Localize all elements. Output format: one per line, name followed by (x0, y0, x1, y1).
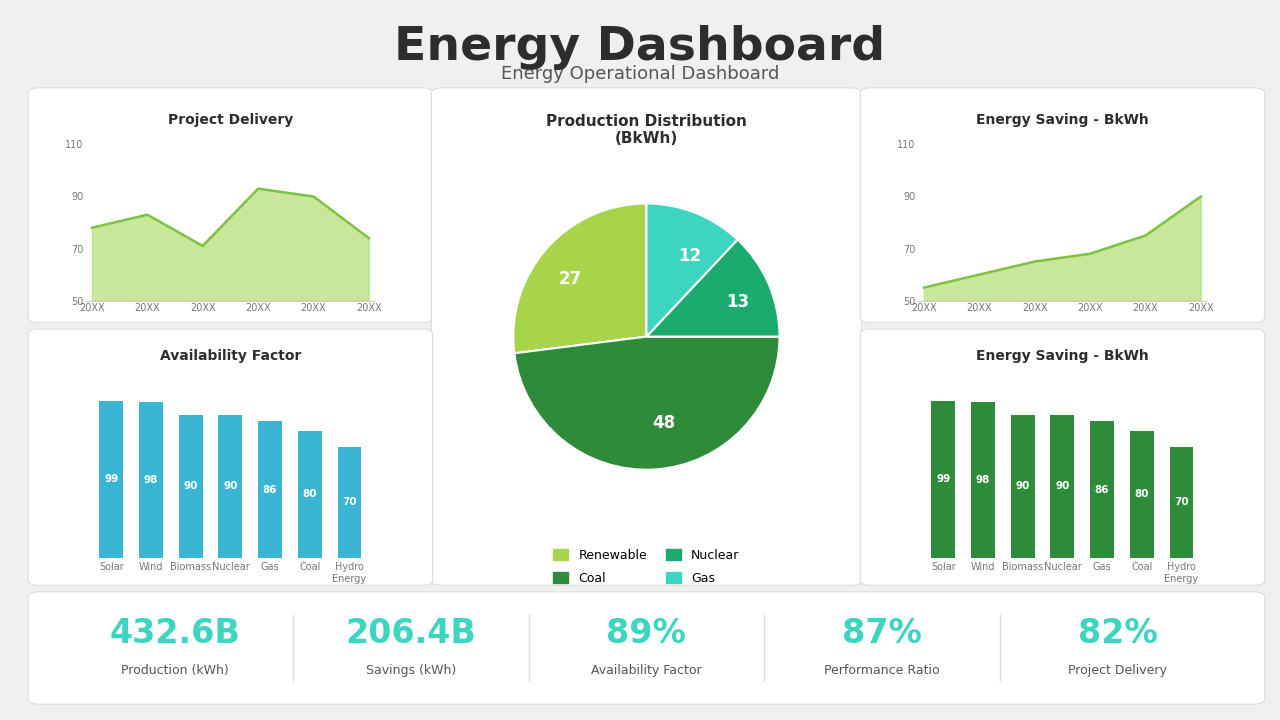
Legend: Renewable, Coal, Nuclear, Gas: Renewable, Coal, Nuclear, Gas (548, 544, 745, 590)
Text: 86: 86 (262, 485, 278, 495)
Text: 90: 90 (1055, 482, 1070, 492)
Wedge shape (513, 204, 646, 354)
Text: 87%: 87% (842, 617, 922, 650)
Bar (932, 400, 955, 558)
Text: Project Delivery: Project Delivery (1068, 664, 1167, 677)
Bar (179, 415, 202, 558)
Text: 27: 27 (558, 271, 581, 289)
Text: 12: 12 (678, 247, 701, 265)
Text: Performance Ratio: Performance Ratio (824, 664, 940, 677)
Text: 13: 13 (726, 293, 749, 311)
Bar (972, 402, 995, 558)
Title: Availability Factor: Availability Factor (160, 349, 301, 364)
Text: Savings (kWh): Savings (kWh) (366, 664, 456, 677)
Bar (140, 402, 163, 558)
Text: 432.6B: 432.6B (110, 617, 241, 650)
Bar (338, 446, 361, 558)
Bar (298, 431, 321, 558)
Text: 80: 80 (302, 490, 317, 500)
Text: 99: 99 (936, 474, 951, 485)
Text: Availability Factor: Availability Factor (591, 664, 701, 677)
Title: Energy Saving - BkWh: Energy Saving - BkWh (977, 349, 1148, 364)
Bar (219, 415, 242, 558)
Text: Energy Dashboard: Energy Dashboard (394, 25, 886, 71)
Text: 80: 80 (1134, 490, 1149, 500)
Wedge shape (515, 336, 780, 469)
Text: 98: 98 (143, 475, 159, 485)
Bar (259, 421, 282, 558)
Bar (1091, 421, 1114, 558)
Bar (100, 400, 123, 558)
Text: 86: 86 (1094, 485, 1110, 495)
Wedge shape (646, 240, 780, 336)
Text: 70: 70 (1174, 498, 1189, 508)
Text: 98: 98 (975, 475, 991, 485)
Bar (1130, 431, 1153, 558)
Text: 99: 99 (104, 474, 119, 485)
Wedge shape (646, 204, 737, 336)
Text: 90: 90 (1015, 482, 1030, 492)
Text: 206.4B: 206.4B (346, 617, 476, 650)
Text: 48: 48 (652, 414, 675, 432)
Text: Energy Operational Dashboard: Energy Operational Dashboard (500, 65, 780, 83)
Text: 89%: 89% (607, 617, 686, 650)
Text: 70: 70 (342, 498, 357, 508)
Text: 90: 90 (223, 482, 238, 492)
Text: 82%: 82% (1078, 617, 1157, 650)
Text: 90: 90 (183, 482, 198, 492)
Title: Project Delivery: Project Delivery (168, 114, 293, 127)
Bar (1011, 415, 1034, 558)
Title: Energy Saving - BkWh: Energy Saving - BkWh (977, 114, 1148, 127)
Text: Production (kWh): Production (kWh) (122, 664, 229, 677)
Title: Production Distribution
(BkWh): Production Distribution (BkWh) (547, 114, 746, 146)
Bar (1051, 415, 1074, 558)
Bar (1170, 446, 1193, 558)
